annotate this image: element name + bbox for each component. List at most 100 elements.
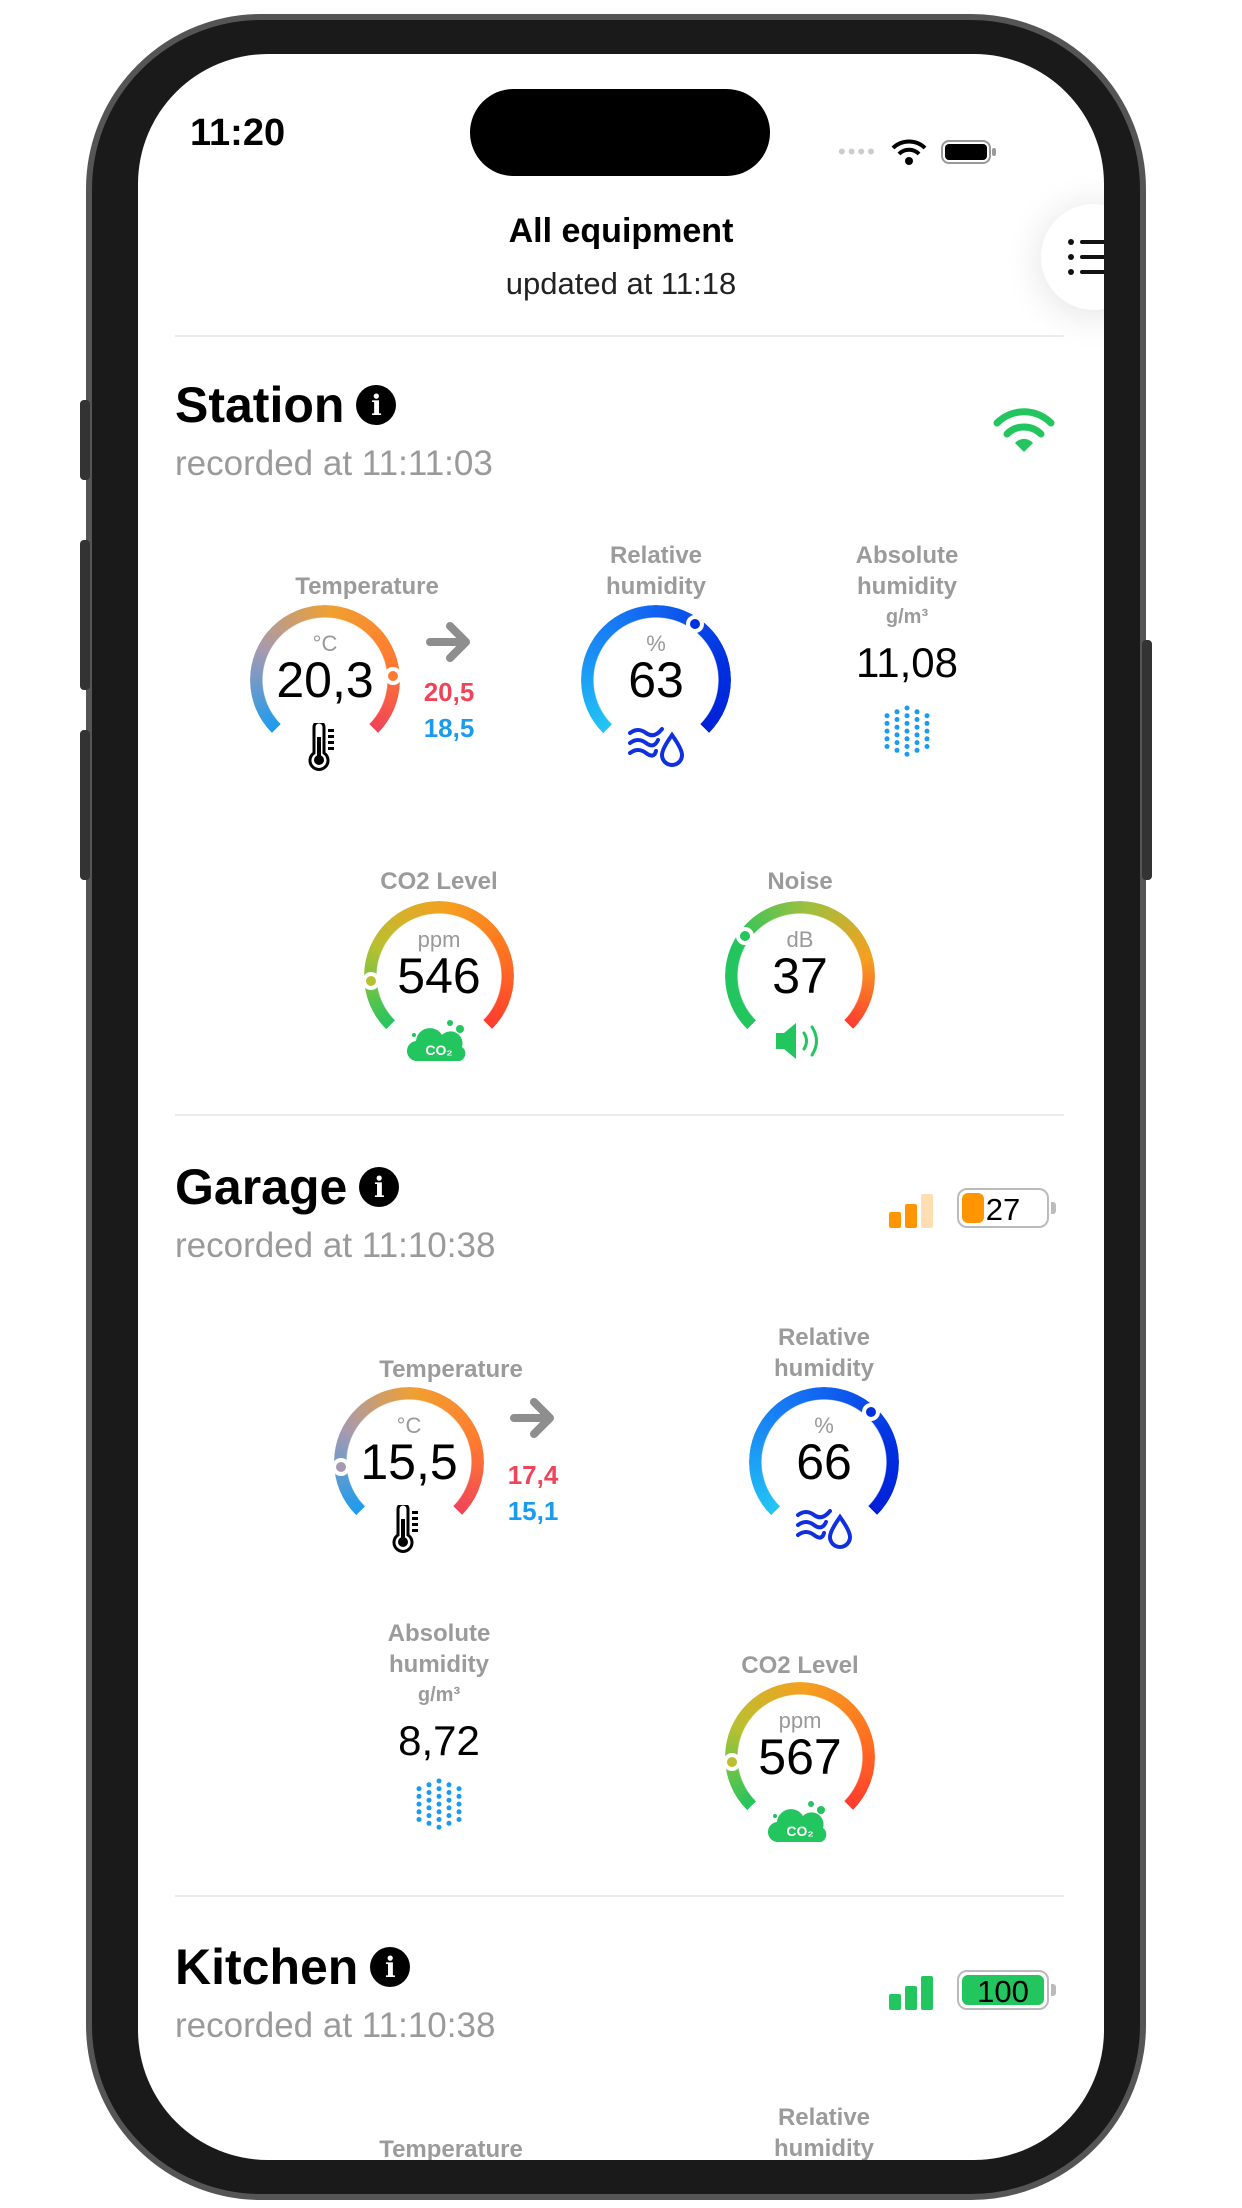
temperature-max: 17,4 bbox=[507, 1460, 559, 1490]
gauge-marker bbox=[735, 926, 754, 945]
metric-label: CO2 Level bbox=[741, 1652, 859, 1679]
battery-fill bbox=[962, 1193, 985, 1223]
volume-down-button bbox=[80, 730, 90, 880]
device-title-station[interactable]: Station i bbox=[175, 376, 397, 434]
status-icons: •••• bbox=[838, 138, 997, 166]
gauge-arc bbox=[725, 901, 875, 1051]
device-name: Station bbox=[175, 377, 345, 433]
co2-icon-text: CO₂ bbox=[786, 1823, 813, 1839]
gauge-marker bbox=[722, 1753, 741, 1772]
battery-icon: 100 bbox=[957, 1970, 1056, 2010]
temp-icon bbox=[308, 720, 342, 776]
gauge-unit: dB bbox=[786, 927, 814, 952]
humidity-dots-icon bbox=[882, 704, 932, 763]
relative-humidity-gauge: % 66 bbox=[749, 1387, 899, 1549]
metric-label: Temperature bbox=[379, 1356, 523, 1383]
gauge-value: 567 bbox=[758, 1729, 842, 1785]
temp-icon bbox=[392, 1502, 426, 1558]
absolute-humidity-value: 8,72 bbox=[398, 1717, 480, 1764]
dynamic-island bbox=[470, 89, 770, 176]
co2-gauge: ppm 567 CO₂ bbox=[722, 1682, 875, 1843]
power-button bbox=[1142, 640, 1152, 880]
gauge-unit: ppm bbox=[417, 927, 461, 952]
gauge-unit: °C bbox=[396, 1413, 422, 1438]
gauge-value: 37 bbox=[772, 948, 828, 1004]
wifi-icon bbox=[891, 139, 927, 165]
arrow-right-icon bbox=[426, 622, 470, 662]
volume-up-button bbox=[80, 540, 90, 690]
metric-label: Temperature bbox=[379, 2136, 523, 2160]
absolute-humidity-value: 11,08 bbox=[856, 639, 958, 686]
battery-indicator: 100 bbox=[957, 1970, 1056, 2010]
temperature-gauge: °C 20,3 bbox=[250, 605, 403, 771]
temperature-max: 20,5 bbox=[423, 677, 475, 707]
divider bbox=[175, 1895, 1064, 1897]
device-title-kitchen[interactable]: Kitchen i bbox=[175, 1938, 411, 1996]
gauge-unit: % bbox=[814, 1413, 834, 1438]
battery-level: 27 bbox=[985, 1192, 1021, 1227]
metric-label: Relative humidity bbox=[606, 542, 706, 600]
gauge-marker bbox=[384, 666, 403, 685]
gauge-marker bbox=[861, 1403, 880, 1422]
co2-gauge: ppm 546 CO₂ bbox=[361, 901, 514, 1062]
divider bbox=[175, 1114, 1064, 1116]
co2-icon: CO₂ bbox=[404, 1019, 474, 1068]
recorded-time: recorded at 11:10:38 bbox=[175, 1226, 496, 1265]
gauge-arc bbox=[725, 1682, 875, 1832]
list-icon bbox=[1068, 239, 1104, 275]
signal-strength-icon bbox=[889, 1190, 937, 1235]
device-name: Garage bbox=[175, 1159, 348, 1215]
screen: 11:20 •••• All equipment updated at 11:1… bbox=[138, 54, 1104, 2160]
rh-icon bbox=[628, 723, 685, 772]
status-time: 11:20 bbox=[190, 112, 286, 154]
gauge-value: 15,5 bbox=[360, 1434, 458, 1490]
gauge-unit: °C bbox=[312, 631, 338, 656]
battery-icon: 27 bbox=[957, 1188, 1056, 1228]
metric-label: Absolute humidity g/m³ bbox=[855, 542, 959, 628]
wifi-connection-icon bbox=[993, 408, 1055, 452]
gauge-value: 66 bbox=[796, 1434, 852, 1490]
page-title: All equipment bbox=[508, 212, 734, 250]
device-title-garage[interactable]: Garage i bbox=[175, 1158, 400, 1216]
temperature-min: 15,1 bbox=[507, 1496, 559, 1526]
metric-label: CO2 Level bbox=[380, 868, 498, 895]
metric-label: Noise bbox=[767, 868, 833, 895]
recorded-time: recorded at 11:10:38 bbox=[175, 2006, 496, 2045]
gauge-unit: % bbox=[646, 631, 666, 656]
divider bbox=[175, 335, 1064, 337]
gauge-marker bbox=[686, 614, 705, 633]
battery-level: 100 bbox=[977, 1974, 1029, 2009]
battery-indicator: 27 bbox=[957, 1188, 1056, 1228]
relative-humidity-gauge: % 63 bbox=[581, 605, 731, 767]
recorded-time: recorded at 11:11:03 bbox=[175, 444, 493, 483]
humidity-dots-icon bbox=[414, 1777, 464, 1836]
temperature-min: 18,5 bbox=[423, 713, 475, 743]
gauge-marker bbox=[331, 1458, 350, 1477]
metric-label: Absolute humidity g/m³ bbox=[387, 1620, 491, 1706]
metric-label: Relative humidity bbox=[774, 1324, 874, 1382]
noise-icon bbox=[772, 1019, 828, 1068]
noise-gauge: dB 37 bbox=[725, 901, 875, 1059]
temperature-gauge: °C 15,5 bbox=[331, 1387, 484, 1553]
action-button bbox=[80, 400, 90, 480]
info-icon[interactable]: i bbox=[359, 1167, 400, 1207]
arrow-right-icon bbox=[510, 1398, 554, 1438]
gauge-value: 63 bbox=[628, 652, 684, 708]
rh-icon bbox=[796, 1505, 853, 1554]
metric-label: Relative humidity bbox=[774, 2104, 874, 2160]
gauge-marker bbox=[361, 972, 380, 991]
device-name: Kitchen bbox=[175, 1939, 359, 1995]
list-menu-button[interactable] bbox=[1041, 204, 1104, 310]
battery-fill bbox=[962, 1975, 1044, 2005]
info-icon[interactable]: i bbox=[370, 1947, 411, 1987]
gauge-arc bbox=[364, 901, 514, 1051]
info-icon[interactable]: i bbox=[356, 385, 397, 425]
gauge-value: 20,3 bbox=[276, 652, 374, 708]
metric-label: Temperature bbox=[295, 573, 439, 600]
gauge-unit: ppm bbox=[778, 1708, 822, 1733]
co2-icon-text: CO₂ bbox=[425, 1042, 452, 1058]
gauge-arc bbox=[581, 605, 731, 755]
page-subtitle: updated at 11:18 bbox=[505, 266, 737, 301]
signal-strength-icon bbox=[889, 1972, 937, 2017]
signal-dots-icon: •••• bbox=[838, 139, 877, 164]
